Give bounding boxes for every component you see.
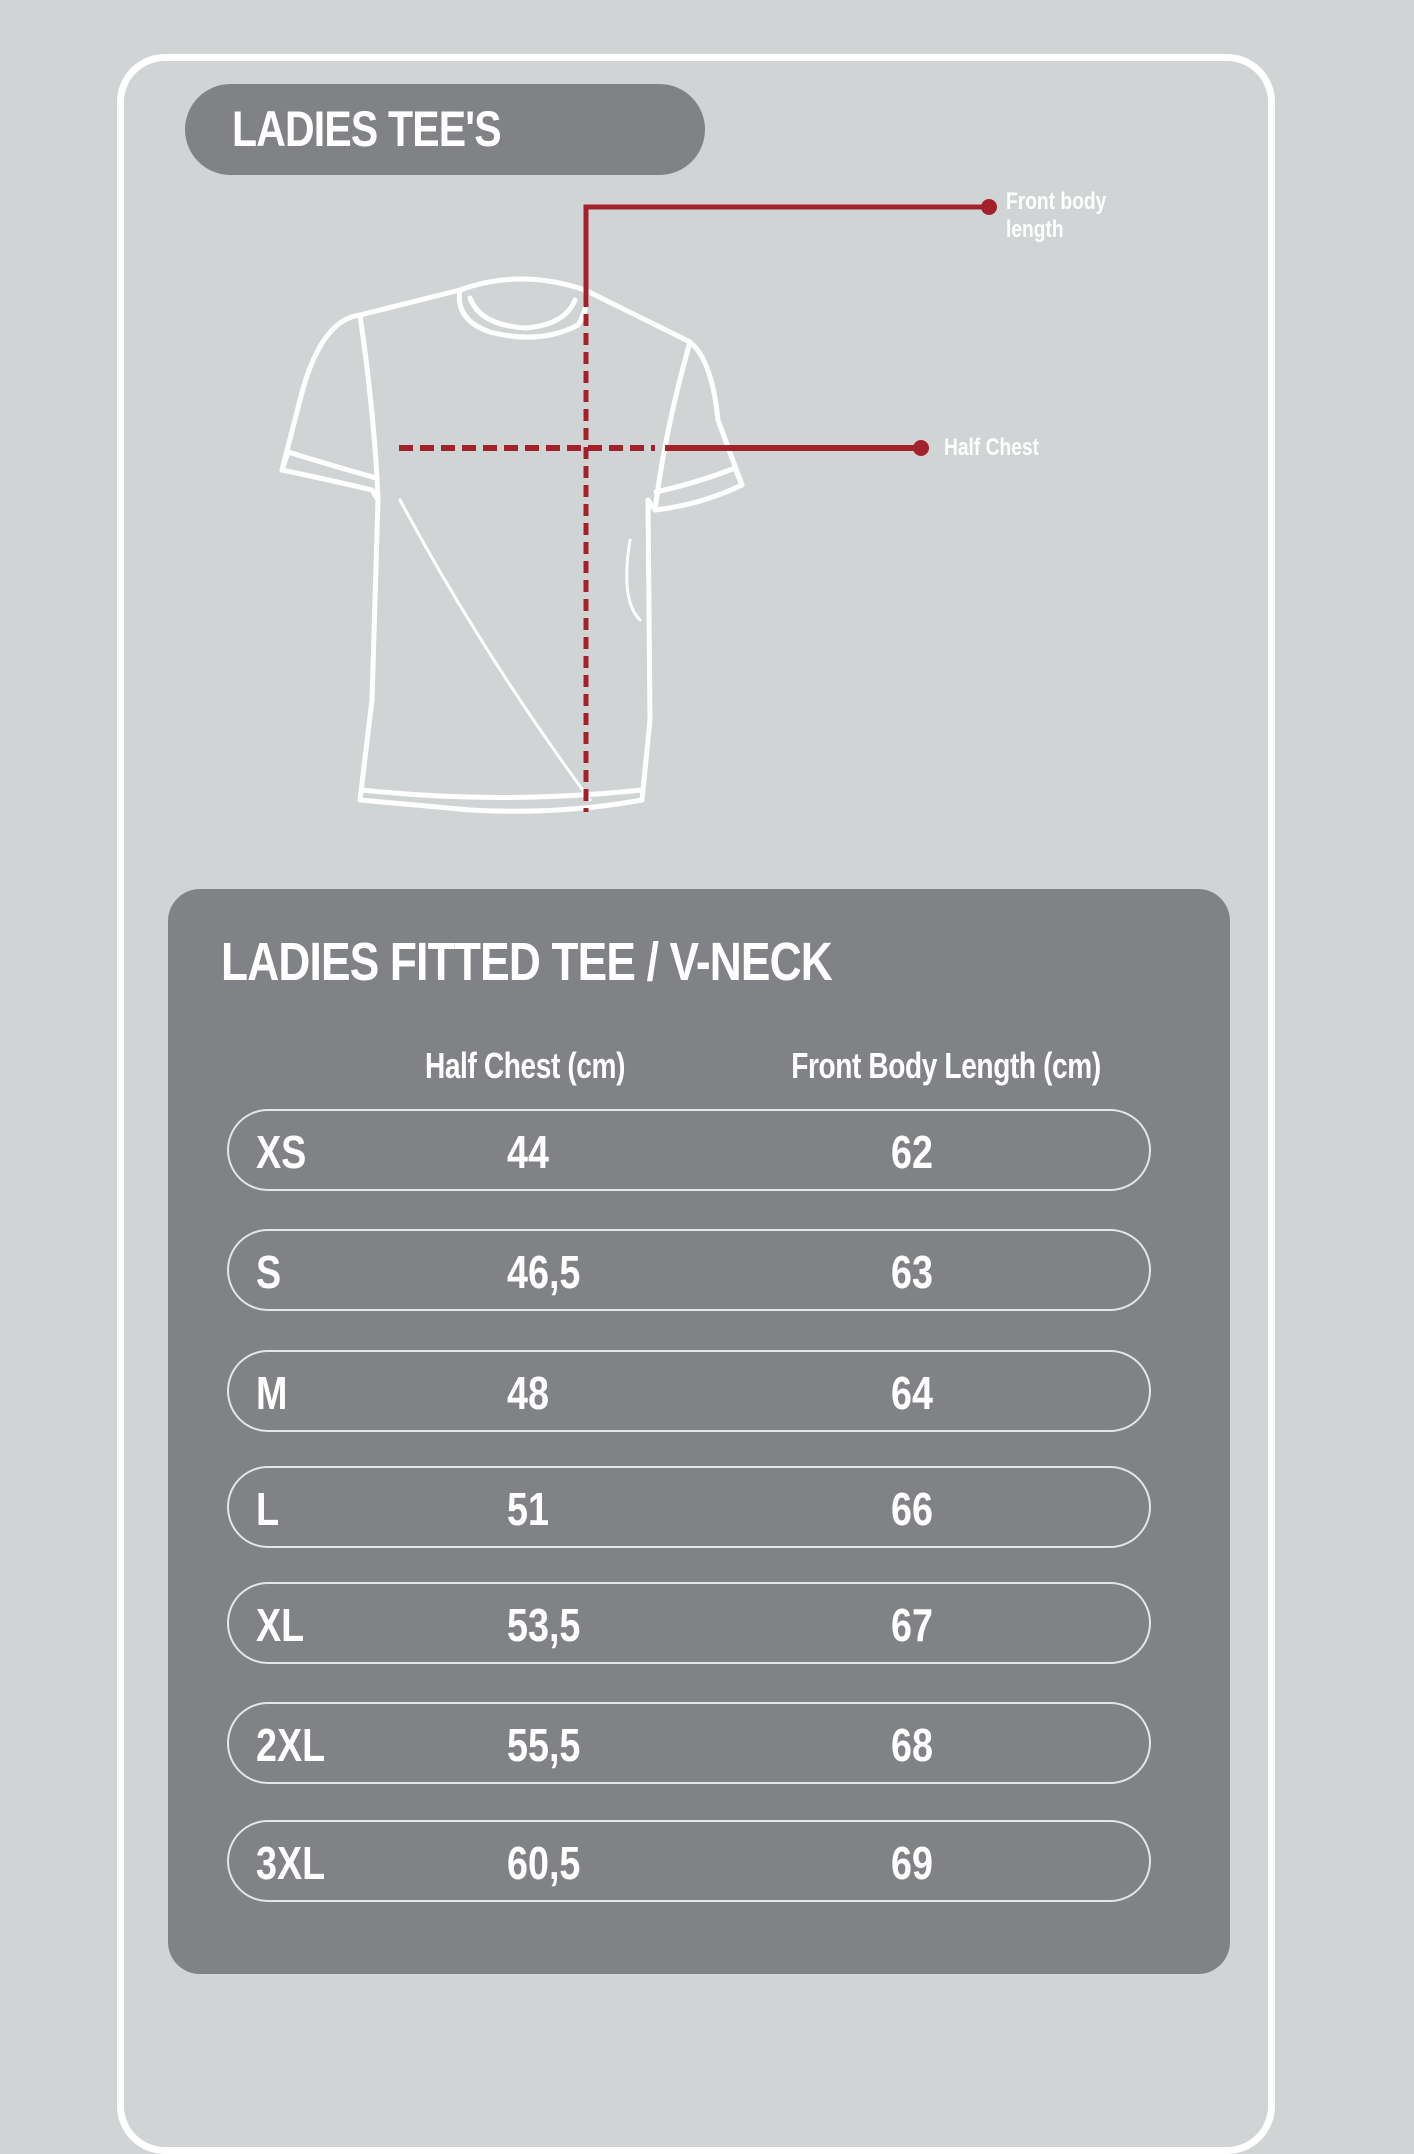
title-pill: LADIES TEE'S [185, 84, 705, 175]
front-body-length-label: Front body length [1006, 188, 1106, 244]
table-title: LADIES FITTED TEE / V-NECK [221, 932, 833, 992]
half-chest-label: Half Chest [944, 434, 1039, 461]
tshirt-measurement-diagram [279, 199, 997, 814]
cell-size: S [256, 1246, 282, 1298]
half-chest-marker [913, 440, 929, 456]
cell-front-body-length: 66 [891, 1483, 933, 1535]
cell-half-chest: 60,5 [507, 1837, 581, 1889]
label-line: length [1006, 216, 1064, 243]
cell-front-body-length: 67 [891, 1599, 933, 1651]
table-row: L 51 66 [227, 1466, 1151, 1548]
label-line: Front body [1006, 188, 1107, 215]
cell-size: M [256, 1367, 288, 1419]
cell-half-chest: 53,5 [507, 1599, 581, 1651]
table-row: S 46,5 63 [227, 1229, 1151, 1311]
cell-half-chest: 46,5 [507, 1246, 581, 1298]
front-body-length-line [583, 204, 989, 812]
cell-front-body-length: 62 [891, 1126, 933, 1178]
cell-half-chest: 55,5 [507, 1719, 581, 1771]
cell-size: L [256, 1483, 280, 1535]
cell-size: 3XL [256, 1837, 326, 1889]
size-table-panel: LADIES FITTED TEE / V-NECK Half Chest (c… [168, 889, 1230, 1974]
cell-half-chest: 51 [507, 1483, 549, 1535]
column-header-half-chest: Half Chest (cm) [424, 1045, 626, 1086]
table-row: 3XL 60,5 69 [227, 1820, 1151, 1902]
column-header-front-body-length: Front Body Length (cm) [791, 1045, 1101, 1086]
cell-size: XS [256, 1126, 307, 1178]
cell-half-chest: 48 [507, 1367, 549, 1419]
front-body-length-marker [981, 199, 997, 215]
page-title: LADIES TEE'S [232, 101, 502, 157]
cell-front-body-length: 64 [891, 1367, 933, 1419]
cell-front-body-length: 63 [891, 1246, 933, 1298]
table-row: XL 53,5 67 [227, 1582, 1151, 1664]
table-row: 2XL 55,5 68 [227, 1702, 1151, 1784]
tshirt-outline-icon [279, 276, 745, 814]
cell-front-body-length: 69 [891, 1837, 933, 1889]
table-row: M 48 64 [227, 1350, 1151, 1432]
table-row: XS 44 62 [227, 1109, 1151, 1191]
cell-half-chest: 44 [507, 1126, 549, 1178]
cell-size: XL [256, 1599, 305, 1651]
cell-size: 2XL [256, 1719, 326, 1771]
cell-front-body-length: 68 [891, 1719, 933, 1771]
